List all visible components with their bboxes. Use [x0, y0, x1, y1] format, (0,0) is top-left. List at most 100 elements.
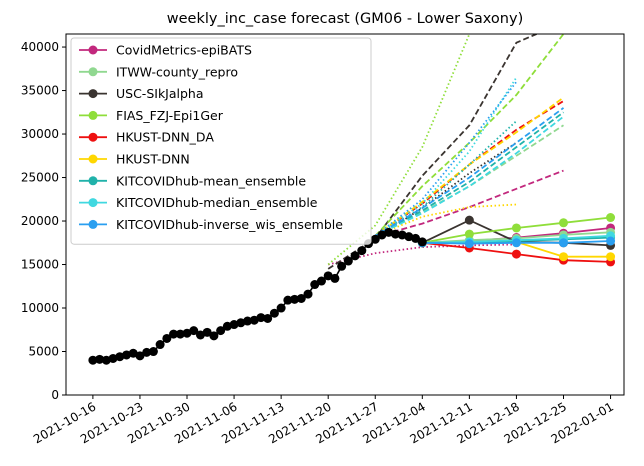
truth-point	[142, 347, 152, 357]
legend-entry: ITWW-county_repro	[79, 64, 238, 79]
y-tick-label: 35000	[21, 84, 59, 98]
series-dotted-line	[374, 120, 518, 237]
truth-point	[350, 251, 360, 261]
truth-point	[202, 327, 212, 337]
legend-label: HKUST-DNN_DA	[116, 130, 214, 145]
truth-point	[290, 294, 300, 304]
legend-label: FIAS_FZJ-Epi1Ger	[116, 108, 224, 123]
series-dashed-line	[374, 115, 565, 237]
series-point	[511, 238, 521, 248]
chart-title: weekly_inc_case forecast (GM06 - Lower S…	[167, 11, 523, 27]
series-dashed-line	[374, 107, 565, 237]
truth-point	[122, 350, 132, 360]
truth-point	[209, 331, 219, 341]
series-point	[606, 213, 616, 223]
legend-marker	[88, 110, 98, 120]
truth-point	[404, 232, 414, 242]
truth-point	[169, 329, 179, 339]
series-8	[374, 81, 616, 249]
legend: CovidMetrics-epiBATS ITWW-county_repro USC…	[70, 37, 372, 245]
truth-point	[370, 234, 380, 244]
series-dotted-line	[327, 243, 517, 266]
series-dashed-line	[375, 169, 564, 238]
series-dotted-line	[374, 77, 518, 237]
truth-point	[343, 256, 353, 266]
truth-point	[162, 333, 172, 343]
truth-point	[148, 347, 158, 357]
legend-marker	[88, 45, 98, 55]
series-dotted-line	[374, 141, 517, 240]
series-dotted-line	[374, 81, 518, 237]
series-point	[558, 218, 568, 228]
truth-point	[316, 276, 326, 286]
series-dashed-line	[374, 111, 565, 237]
y-tick-label: 0	[51, 388, 59, 402]
y-tick-label: 15000	[21, 258, 59, 272]
legend-marker	[88, 89, 98, 99]
truth-point	[88, 355, 98, 365]
y-tick-label: 40000	[21, 40, 59, 54]
legend-label: ITWW-county_repro	[116, 64, 238, 79]
legend-marker	[88, 219, 98, 229]
legend-entry: USC-SIkJalpha	[79, 86, 204, 101]
legend-marker	[88, 67, 98, 77]
truth-point	[101, 355, 111, 365]
truth-point	[397, 230, 407, 240]
truth-point	[296, 293, 306, 303]
truth-point	[269, 308, 279, 318]
legend-entry: KITCOVIDhub-median_ensemble	[79, 195, 318, 210]
truth-point	[390, 229, 400, 239]
series-dotted-line	[374, 203, 517, 237]
series-point	[511, 249, 521, 259]
truth-point	[310, 280, 320, 290]
series-dashed-line	[374, 96, 565, 237]
truth-point	[357, 246, 367, 256]
legend-label: KITCOVIDhub-mean_ensemble	[116, 173, 306, 188]
series-1	[374, 124, 616, 248]
legend-entry: CovidMetrics-epiBATS	[79, 43, 252, 58]
legend-label: HKUST-DNN	[116, 152, 190, 167]
series-point	[464, 239, 474, 249]
series-dashed-line	[374, 100, 564, 237]
truth-point	[115, 352, 125, 362]
legend-entry: FIAS_FZJ-Epi1Ger	[79, 108, 224, 123]
legend-marker	[88, 176, 98, 186]
truth-point	[276, 303, 286, 313]
truth-point	[263, 313, 273, 323]
truth-point	[283, 295, 293, 305]
y-tick-label: 20000	[21, 214, 59, 228]
series-point	[464, 229, 474, 239]
legend-label: CovidMetrics-epiBATS	[116, 43, 252, 58]
legend-label: USC-SIkJalpha	[116, 86, 204, 101]
series-point	[511, 223, 521, 233]
truth-point	[417, 237, 427, 247]
truth-point	[155, 340, 165, 350]
y-tick-label: 25000	[21, 171, 59, 185]
legend-marker	[88, 154, 98, 164]
truth-point	[216, 326, 226, 336]
truth-layer	[88, 227, 427, 365]
y-tick-label: 10000	[21, 301, 59, 315]
truth-point	[411, 233, 421, 243]
truth-point	[256, 313, 266, 323]
truth-point	[384, 227, 394, 237]
legend-entry: HKUST-DNN_DA	[79, 130, 214, 145]
truth-point	[95, 354, 105, 364]
truth-point	[135, 351, 145, 361]
legend-entry: KITCOVIDhub-inverse_wis_ensemble	[79, 217, 343, 232]
truth-point	[189, 326, 199, 336]
truth-line	[92, 231, 423, 362]
truth-point	[175, 329, 185, 339]
series-point	[464, 215, 474, 225]
series-point	[558, 252, 568, 262]
truth-point	[303, 289, 313, 299]
series-point	[606, 236, 616, 246]
truth-point	[108, 353, 118, 363]
truth-point	[236, 318, 246, 328]
truth-point	[337, 261, 347, 271]
y-tick-label: 30000	[21, 127, 59, 141]
series-point	[558, 238, 568, 248]
plot-frame	[65, 33, 625, 396]
